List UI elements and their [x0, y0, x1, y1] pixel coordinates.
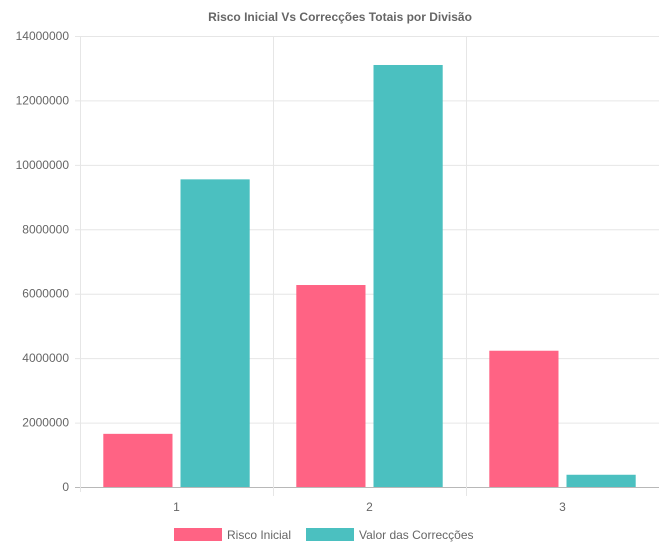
grid-lines — [75, 36, 659, 496]
x-tick-label: 3 — [559, 500, 566, 514]
legend-label: Risco Inicial — [227, 528, 291, 542]
bar-risco-inicial-1[interactable] — [103, 433, 173, 487]
bars — [103, 64, 636, 487]
y-tick-label: 14000000 — [16, 29, 70, 43]
x-axis-ticks: 1 2 3 — [173, 500, 566, 514]
y-tick-label: 6000000 — [22, 287, 69, 301]
chart-title: Risco Inicial Vs Correcções Totais por D… — [208, 10, 472, 24]
y-tick-label: 8000000 — [22, 222, 69, 236]
x-tick-label: 1 — [173, 500, 180, 514]
bar-risco-inicial-2[interactable] — [296, 285, 366, 487]
y-tick-label: 12000000 — [16, 93, 70, 107]
bar-risco-inicial-3[interactable] — [489, 350, 559, 487]
legend-item-valor-correccoes[interactable]: Valor das Correcções — [306, 528, 474, 542]
bar-valor-correccoes-3[interactable] — [566, 474, 636, 487]
bar-valor-correccoes-1[interactable] — [180, 179, 250, 487]
y-tick-label: 4000000 — [22, 351, 69, 365]
legend-label: Valor das Correcções — [359, 528, 474, 542]
y-tick-label: 2000000 — [22, 416, 69, 430]
legend-item-risco-inicial[interactable]: Risco Inicial — [174, 528, 291, 542]
legend[interactable]: Risco Inicial Valor das Correcções — [174, 528, 474, 542]
y-tick-label: 10000000 — [16, 158, 70, 172]
legend-swatch — [174, 528, 222, 541]
y-axis-ticks: 0 2000000 4000000 6000000 8000000 10000000 120… — [16, 29, 70, 494]
legend-swatch — [306, 528, 354, 541]
bar-valor-correccoes-2[interactable] — [373, 64, 443, 487]
y-tick-label: 0 — [62, 480, 69, 494]
x-tick-label: 2 — [366, 500, 373, 514]
